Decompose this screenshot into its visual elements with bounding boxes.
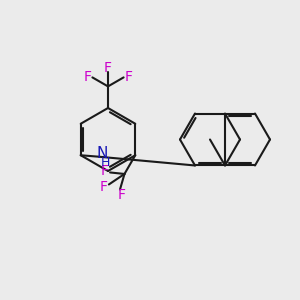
Text: F: F <box>100 181 108 194</box>
Text: F: F <box>118 188 125 202</box>
Text: N: N <box>96 146 107 161</box>
Text: H: H <box>100 156 110 169</box>
Text: F: F <box>101 164 109 178</box>
Text: F: F <box>104 61 112 74</box>
Text: F: F <box>125 70 133 84</box>
Text: F: F <box>83 70 91 84</box>
